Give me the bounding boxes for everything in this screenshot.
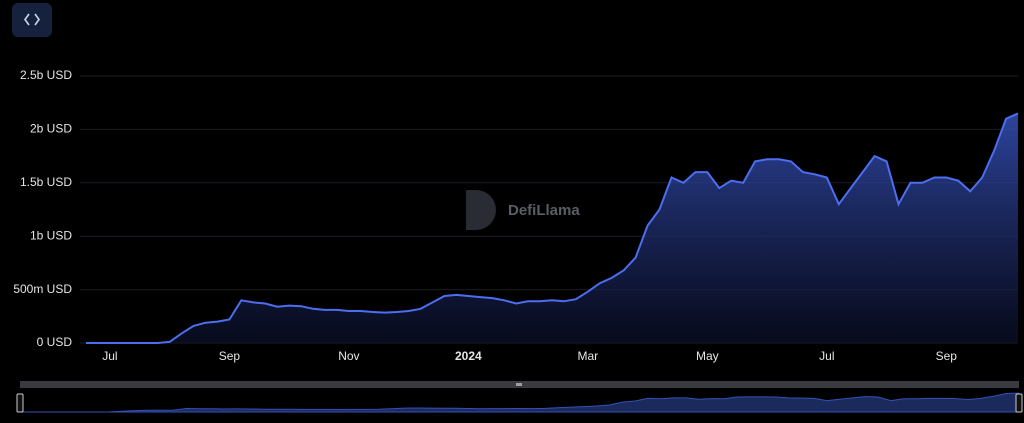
x-tick-label: 2024	[455, 349, 482, 363]
line	[86, 112, 1019, 344]
x-tick-label: Sep	[936, 349, 958, 363]
watermark: DefiLlama	[466, 190, 580, 230]
watermark-text: DefiLlama	[508, 202, 580, 219]
brush-grip[interactable]	[516, 383, 522, 386]
embed-icon[interactable]	[24, 13, 40, 26]
area	[86, 113, 1018, 344]
y-tick-label: 0 USD	[37, 335, 73, 349]
brush-handle-right[interactable]	[1015, 393, 1023, 413]
y-tick-label: 2b USD	[30, 122, 72, 136]
x-tick-label: May	[696, 349, 719, 363]
x-tick-label: Mar	[578, 349, 599, 363]
x-tick-label: Jul	[819, 349, 834, 363]
embed-button[interactable]	[12, 3, 52, 37]
watermark-logo	[466, 190, 496, 230]
overview-area	[20, 392, 1020, 413]
x-tick-label: Sep	[219, 349, 241, 363]
y-tick-label: 500m USD	[13, 282, 72, 296]
x-tick-label: Jul	[102, 349, 117, 363]
embed-button-bg[interactable]	[12, 3, 52, 37]
brush[interactable]	[16, 381, 1023, 413]
y-tick-label: 2.5b USD	[20, 68, 72, 82]
x-tick-label: Nov	[338, 349, 359, 363]
y-tick-label: 1b USD	[30, 228, 72, 242]
brush-handle-left[interactable]	[16, 393, 24, 413]
y-tick-label: 1.5b USD	[20, 175, 72, 189]
